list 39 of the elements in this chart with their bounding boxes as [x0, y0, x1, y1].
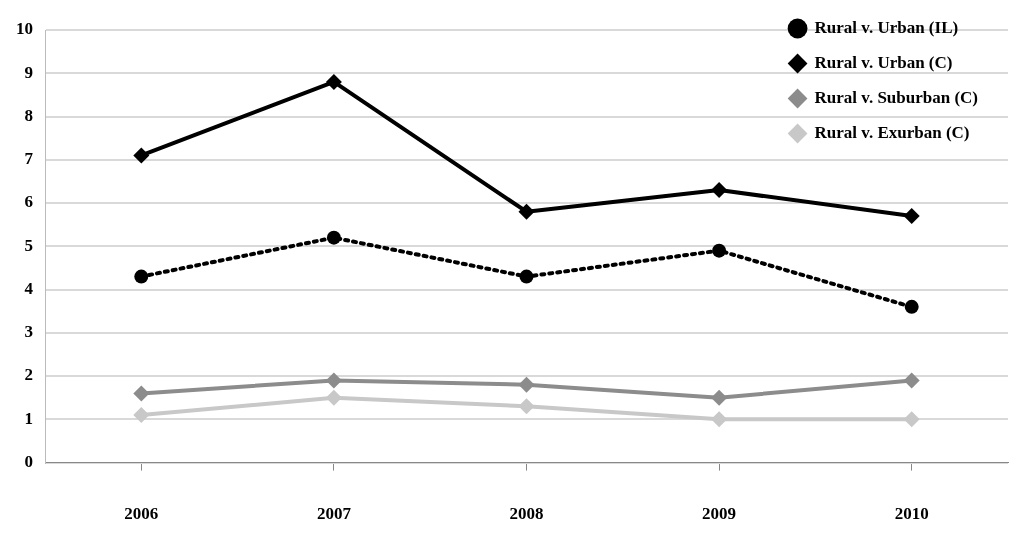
y-tick-label: 2 [24, 365, 33, 385]
legend-label: Rural v. Suburban (C) [814, 87, 978, 107]
x-tick-label: 2007 [316, 504, 352, 524]
y-tick-label: 7 [24, 149, 34, 169]
legend-label: Rural v. Urban (C) [814, 52, 953, 72]
x-tick-label: 2006 [124, 504, 159, 524]
x-tick-label: 2009 [702, 504, 737, 524]
point [326, 230, 341, 245]
point [903, 372, 920, 389]
y-tick-label: 1 [24, 408, 33, 428]
point [711, 182, 728, 199]
point [133, 147, 150, 164]
point [904, 299, 919, 314]
point [712, 243, 727, 258]
y-tick-label: 10 [16, 19, 33, 39]
point [325, 372, 342, 389]
y-tick-label: 3 [24, 322, 33, 342]
point [134, 269, 149, 284]
point [133, 385, 150, 402]
x-tick-label: 2010 [894, 504, 929, 524]
y-tick-label: 6 [24, 192, 33, 212]
point [325, 73, 342, 90]
legend-label: Rural v. Exurban (C) [814, 122, 970, 142]
y-tick-label: 4 [24, 278, 34, 298]
legend-label: Rural v. Urban (IL) [814, 17, 959, 37]
point [325, 389, 342, 406]
y-tick-label: 9 [24, 62, 33, 82]
x-tick-label: 2008 [509, 504, 544, 524]
point [518, 398, 535, 415]
point [518, 376, 535, 393]
y-tick-label: 5 [24, 235, 33, 255]
y-tick-label: 0 [24, 451, 33, 471]
point [518, 203, 535, 220]
point [903, 208, 920, 225]
point [903, 411, 920, 428]
point [519, 269, 534, 284]
y-tick-label: 8 [24, 105, 33, 125]
point [711, 389, 728, 406]
point [133, 407, 150, 424]
